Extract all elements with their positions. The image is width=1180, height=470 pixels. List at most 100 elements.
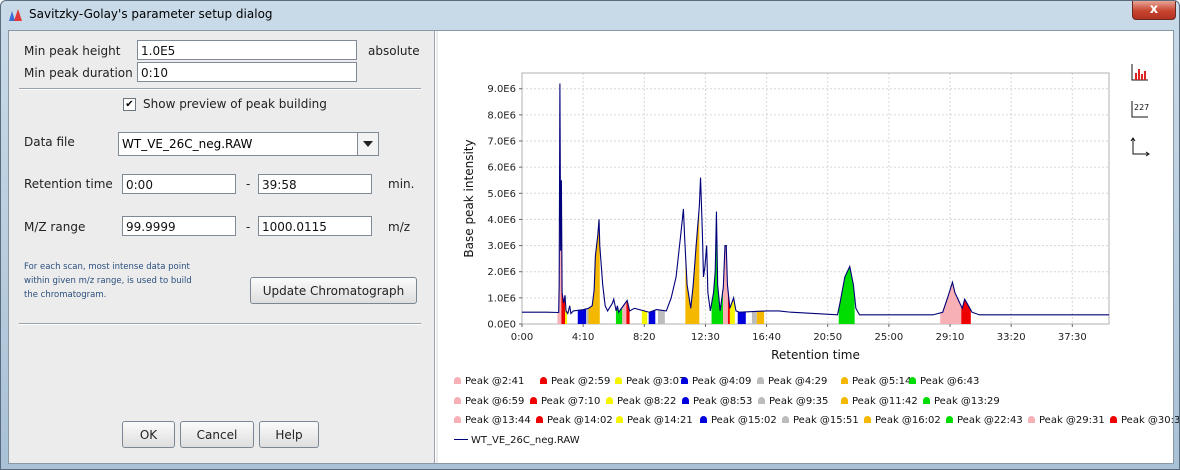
chromatogram-chart[interactable]: 0:00 4:10 8:20 12:30 16:40 20:50 25:00 29:10 33:… <box>438 31 1173 463</box>
x-tick-label: 12:30 <box>691 332 720 343</box>
legend-swatch <box>681 377 688 384</box>
chart-peak-area <box>626 300 630 324</box>
legend-label: Peak @8:22 <box>617 396 677 407</box>
legend-item: Peak @11:42 <box>841 396 918 407</box>
chart-peak-area <box>838 266 855 324</box>
chart-trace-line <box>522 83 1109 316</box>
x-tick-label: 33:20 <box>997 332 1026 343</box>
help-button[interactable]: Help <box>259 421 319 448</box>
retention-time-to-input[interactable]: 39:58 <box>258 174 372 194</box>
mz-range-from-input[interactable]: 99.9999 <box>122 216 236 236</box>
legend-label: Peak @5:14 <box>852 376 912 387</box>
chart-peak-area <box>641 310 648 324</box>
y-tick-label: 8.0E6 <box>487 110 516 121</box>
mz-range-to-input[interactable]: 1000.0115 <box>258 216 372 236</box>
legend-item: Peak @6:43 <box>909 376 979 387</box>
legend-series-item: WT_VE_26C_neg.RAW <box>454 435 580 446</box>
legend-item: Peak @8:22 <box>606 396 676 407</box>
legend-label: Peak @14:02 <box>547 415 613 426</box>
legend-swatch <box>616 416 623 423</box>
retention-time-from-input[interactable]: 0:00 <box>122 174 236 194</box>
legend-item: Peak @7:10 <box>530 396 600 407</box>
cancel-button[interactable]: Cancel <box>180 421 254 448</box>
min-peak-height-label: Min peak height <box>24 44 121 58</box>
legend-item: Peak @22:43 <box>946 415 1023 426</box>
legend-swatch <box>946 416 953 423</box>
retention-time-label: Retention time <box>24 177 113 191</box>
chart-peak-area <box>737 311 746 324</box>
legend-swatch <box>700 416 707 423</box>
legend-item: Peak @14:21 <box>616 415 693 426</box>
data-file-select[interactable]: WT_VE_26C_neg.RAW <box>118 132 379 156</box>
chart-peak-area <box>685 206 700 324</box>
legend-swatch <box>864 416 871 423</box>
y-tick-label: 3.0E6 <box>487 241 516 252</box>
legend-item: Peak @5:14 <box>841 376 911 387</box>
title-bar[interactable]: Savitzky-Golay's parameter setup dialog … <box>1 1 1179 29</box>
zoom-tool-button[interactable] <box>1128 60 1152 84</box>
legend-swatch <box>757 377 764 384</box>
chart-peak-area <box>557 83 562 324</box>
legend-label: Peak @15:02 <box>711 415 777 426</box>
x-tick-label: 4:10 <box>572 332 594 343</box>
info-line: the chromatogram. <box>24 290 107 300</box>
min-peak-height-input[interactable]: 1.0E5 <box>137 40 357 60</box>
legend-label: Peak @13:44 <box>465 415 531 426</box>
annotation-icon: 227 <box>1131 101 1149 118</box>
legend-item: Peak @13:44 <box>454 415 531 426</box>
labels-tool-button[interactable]: 227 <box>1128 97 1152 121</box>
chart-peak-area <box>751 311 757 324</box>
legend-label: Peak @7:10 <box>541 396 601 407</box>
plot-frame <box>521 72 1110 325</box>
chart-peak-area <box>657 309 665 324</box>
axes-icon <box>1130 137 1150 157</box>
panel-divider <box>434 31 436 463</box>
update-chromatograph-button[interactable]: Update Chromatograph <box>250 277 417 304</box>
show-preview-checkbox[interactable]: ✔ <box>123 98 136 111</box>
legend-swatch <box>454 377 461 384</box>
legend-swatch <box>454 416 461 423</box>
legend-swatch <box>909 377 916 384</box>
legend-swatch <box>606 397 613 404</box>
legend-series-label: WT_VE_26C_neg.RAW <box>471 435 580 446</box>
legend-label: Peak @2:59 <box>551 376 611 387</box>
chevron-down-icon <box>363 141 373 147</box>
legend-item: Peak @4:29 <box>757 376 827 387</box>
y-tick-label: 6.0E6 <box>487 163 516 174</box>
legend-item: Peak @15:02 <box>700 415 777 426</box>
y-tick-label: 9.0E6 <box>487 84 516 95</box>
legend-item: Peak @6:59 <box>454 396 524 407</box>
y-axis-label: Base peak intensity <box>462 139 476 257</box>
y-tick-label: 1.0E6 <box>487 293 516 304</box>
annotation-icon-text: 227 <box>1134 103 1149 112</box>
retention-time-unit: min. <box>388 177 415 191</box>
min-peak-duration-input[interactable]: 0:10 <box>137 62 357 82</box>
x-tick-label: 25:00 <box>874 332 903 343</box>
legend-label: Peak @2:41 <box>465 376 525 387</box>
chart-peak-area <box>561 180 566 324</box>
min-peak-duration-label: Min peak duration <box>24 66 133 80</box>
separator <box>19 88 421 90</box>
legend-item: Peak @15:51 <box>782 415 859 426</box>
legend-swatch <box>1110 416 1117 423</box>
axes-tool-button[interactable] <box>1128 135 1152 159</box>
dropdown-button[interactable] <box>357 133 378 155</box>
legend-label: Peak @4:09 <box>692 376 752 387</box>
chart-peak-area <box>565 295 568 324</box>
legend-label: Peak @30:38 <box>1121 415 1180 426</box>
legend-swatch <box>682 397 689 404</box>
retention-time-dash: - <box>246 177 251 191</box>
legend-swatch <box>923 397 930 404</box>
legend-item: Peak @2:41 <box>454 376 524 387</box>
legend-swatch <box>782 416 789 423</box>
legend-swatch <box>530 397 537 404</box>
legend-label: Peak @9:35 <box>769 396 829 407</box>
y-tick-label: 0.0E0 <box>487 320 516 331</box>
legend-item: Peak @3:07 <box>615 376 685 387</box>
close-button[interactable]: x <box>1132 1 1176 20</box>
info-text: For each scan, most intense data point w… <box>24 260 192 302</box>
ok-button[interactable]: OK <box>122 421 175 448</box>
legend-label: Peak @13:29 <box>934 396 1000 407</box>
legend-item: Peak @4:09 <box>681 376 751 387</box>
x-tick-label: 20:50 <box>813 332 842 343</box>
